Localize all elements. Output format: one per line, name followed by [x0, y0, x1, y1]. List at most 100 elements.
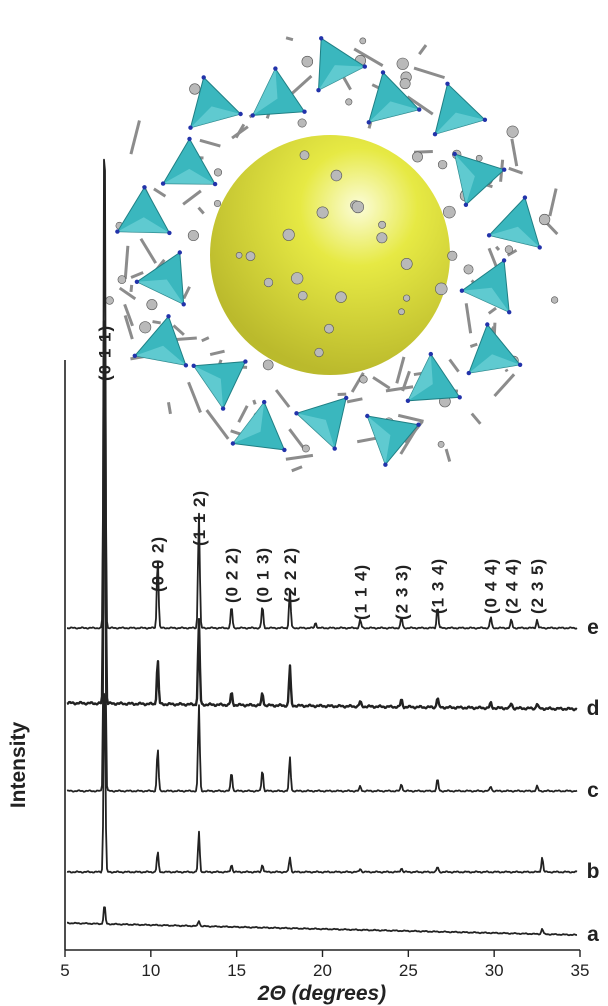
bond: [129, 284, 134, 293]
metal-node: [486, 233, 492, 238]
metal-node: [230, 441, 236, 446]
tetrahedron-face: [296, 413, 335, 449]
peak-label: (1 1 2): [190, 490, 209, 546]
series-label-c: c: [587, 779, 599, 802]
plot-axes: [64, 360, 580, 951]
metal-node: [187, 136, 192, 142]
bond: [252, 399, 257, 405]
metal-node: [445, 81, 450, 87]
atom: [538, 213, 551, 226]
tetrahedron-face: [232, 402, 265, 444]
atom: [437, 441, 445, 448]
series-label-a: a: [587, 923, 599, 946]
peak-label: (0 4 4): [482, 558, 501, 614]
bond: [130, 271, 144, 279]
atom: [398, 308, 405, 316]
peak-label: (1 3 4): [429, 558, 448, 614]
bond: [139, 237, 157, 264]
metal-node: [273, 66, 278, 71]
tetrahedron: [116, 186, 171, 234]
bond: [291, 465, 303, 473]
bond: [205, 409, 230, 440]
atom: [400, 258, 413, 270]
metal-node: [457, 395, 462, 400]
peak-label: (2 3 3): [393, 564, 412, 620]
bond: [172, 324, 185, 336]
peak-label: (2 3 5): [528, 558, 547, 614]
x-tick-label: 25: [399, 961, 418, 980]
bond: [182, 189, 202, 206]
metal-node: [115, 229, 120, 234]
bond: [285, 453, 314, 461]
bond: [187, 381, 202, 414]
metal-node: [344, 395, 349, 401]
metal-node: [365, 413, 370, 419]
bond: [353, 47, 384, 67]
peak-label: (0 2 2): [223, 547, 242, 603]
tetrahedron-face: [407, 354, 433, 401]
atom: [263, 277, 274, 288]
metal-node: [132, 353, 137, 358]
atom: [504, 245, 514, 254]
bond: [288, 74, 313, 97]
x-tick-label: 10: [141, 961, 160, 980]
atom: [314, 347, 324, 358]
atom: [330, 169, 343, 182]
bond: [413, 66, 446, 80]
atom: [282, 228, 295, 241]
bond: [372, 376, 391, 390]
atom: [443, 205, 456, 219]
x-axis-ticks: 5 10 15 20 25 30 35: [60, 950, 589, 980]
metal-node: [316, 88, 321, 93]
x-axis-title: 2Θ (degrees): [257, 982, 386, 1005]
x-tick-label: 20: [313, 961, 332, 980]
series-line-e: [67, 158, 578, 630]
metal-node: [366, 120, 371, 125]
tetrahedron-face: [461, 287, 510, 313]
atom: [345, 98, 353, 106]
atom: [235, 251, 243, 259]
molecular-cage-inset: [105, 36, 559, 473]
bond: [487, 306, 497, 315]
metal-node: [428, 351, 433, 357]
atom: [187, 229, 199, 242]
metal-node: [282, 447, 287, 453]
bond: [548, 188, 558, 217]
bond: [504, 368, 509, 373]
atom: [324, 323, 334, 334]
atom: [316, 206, 329, 219]
bond: [166, 401, 172, 415]
metal-node: [166, 314, 171, 319]
atom: [117, 275, 127, 284]
metal-node: [417, 107, 422, 112]
bond: [197, 206, 205, 215]
metal-node: [177, 250, 182, 255]
atom: [378, 220, 387, 229]
metal-node: [238, 111, 243, 117]
bond: [231, 125, 249, 140]
bond: [209, 349, 225, 357]
bond: [346, 397, 363, 404]
metal-node: [383, 462, 388, 467]
metal-node: [501, 258, 507, 263]
metal-node: [482, 117, 488, 123]
bond: [174, 336, 197, 342]
bond: [274, 389, 291, 408]
atom: [245, 251, 256, 261]
tetrahedron-face: [368, 101, 420, 123]
metal-node: [522, 195, 528, 200]
atom: [376, 232, 388, 244]
metal-node: [416, 422, 421, 427]
atom: [291, 272, 304, 285]
metal-node: [362, 64, 367, 69]
bond: [201, 336, 210, 343]
bond: [418, 44, 428, 56]
atom: [146, 299, 158, 311]
bond: [199, 138, 221, 148]
tetrahedron-face: [435, 112, 485, 135]
bond: [444, 448, 452, 462]
bond: [406, 95, 434, 116]
series-label-b: b: [587, 860, 600, 883]
metal-node: [319, 36, 324, 41]
bond: [385, 385, 414, 393]
